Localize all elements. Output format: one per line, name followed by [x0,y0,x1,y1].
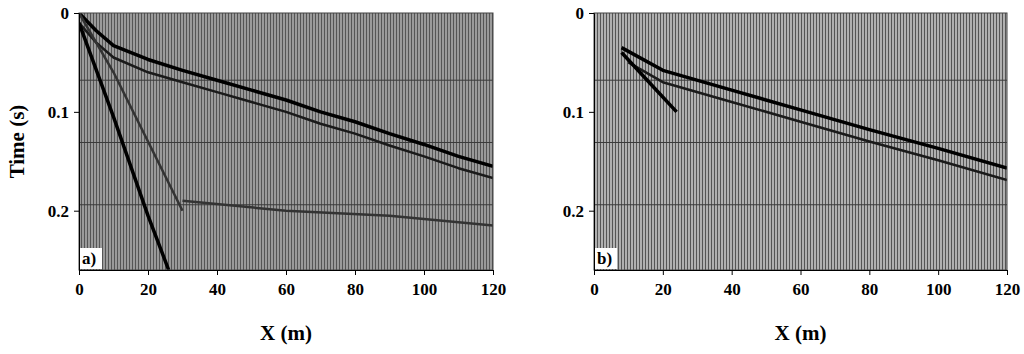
y-tick-mark [74,13,79,14]
x-axis: 0 20 40 60 80 100 120 [75,270,506,299]
y-tick-mark [589,13,594,14]
x-tick-label: 0 [590,280,599,299]
x-tick-mark [594,270,595,275]
x-tick: 120 [481,270,507,299]
x-tick-label: 80 [347,280,364,299]
plot-frame [594,13,1007,270]
x-tick-label: 40 [724,280,741,299]
x-tick: 80 [861,270,878,299]
x-tick-mark [732,270,733,275]
event-line [622,53,677,112]
panel-label-text: b) [597,249,612,268]
x-tick-mark [148,270,149,275]
event-line [79,23,169,270]
x-tick-label: 100 [926,280,952,299]
y-tick-mark [589,211,594,212]
x-tick: 80 [347,270,364,299]
plot-data [79,13,493,270]
x-tick-mark [869,270,870,275]
event-line [79,23,493,178]
figure: 0 20 40 60 80 100 120 0 0.1 0.2 X (m) Time (s) a) 0 20… [0,0,1024,354]
y-tick: 0.2 [563,202,594,221]
x-axis: 0 20 40 60 80 100 120 [590,270,1020,299]
plot-background [79,13,493,270]
x-tick-mark [938,270,939,275]
x-tick-label: 60 [793,280,810,299]
y-tick-label: 0.2 [563,202,584,221]
y-tick: 0 [61,4,80,23]
x-tick: 100 [412,270,438,299]
y-axis: 0 0.1 0.2 [48,4,80,271]
x-tick-label: 120 [995,280,1021,299]
plot-data [594,48,1007,205]
x-tick: 40 [724,270,741,299]
y-tick-mark [589,112,594,113]
x-axis-title: X (m) [260,321,312,345]
event-line [79,13,183,211]
x-tick-label: 0 [75,280,84,299]
panel: 0 20 40 60 80 100 120 0 0.1 0.2 X (m) Time (s) a) [5,4,506,345]
x-tick-mark [79,270,80,275]
event-line [79,13,493,166]
x-tick-mark [493,270,494,275]
x-tick-mark [663,270,664,275]
y-tick: 0.1 [563,103,594,122]
event-line [183,201,494,226]
x-tick-label: 20 [655,280,672,299]
x-tick-label: 20 [140,280,157,299]
y-axis: 0 0.1 0.2 [563,4,595,271]
y-axis-line [594,14,595,271]
y-tick: 0.2 [48,202,79,221]
event-line [628,62,1007,180]
event-line [622,48,1007,169]
x-tick-mark [286,270,287,275]
x-tick: 0 [590,270,599,299]
x-tick-label: 40 [209,280,226,299]
y-axis-title: Time (s) [5,105,29,179]
y-tick-mark [74,112,79,113]
y-tick-label: 0.1 [563,103,584,122]
panel-label-text: a) [82,249,96,268]
x-tick: 60 [793,270,810,299]
y-axis-line [79,14,80,271]
x-tick: 60 [278,270,295,299]
x-tick-mark [217,270,218,275]
y-tick-label: 0.1 [48,103,69,122]
plot-background [594,13,1007,270]
x-tick: 40 [209,270,226,299]
x-tick: 100 [926,270,952,299]
panel-label: a) [80,248,102,269]
panel-label: b) [595,248,617,269]
x-tick: 20 [140,270,157,299]
x-tick-mark [424,270,425,275]
x-tick-mark [1007,270,1008,275]
reference-line [594,80,1007,81]
x-tick: 120 [995,270,1021,299]
y-tick-label: 0 [576,4,585,23]
x-tick: 0 [75,270,84,299]
reference-line [79,142,493,143]
y-tick: 0.1 [48,103,79,122]
panel-label-box [80,248,102,269]
x-tick-label: 120 [481,280,507,299]
x-tick-mark [801,270,802,275]
x-tick-mark [355,270,356,275]
x-axis-title: X (m) [775,321,827,345]
plot-frame [79,13,493,270]
panel: 0 20 40 60 80 100 120 0 0.1 0.2 X (m) b) [563,4,1021,345]
x-tick-label: 100 [412,280,438,299]
y-tick: 0 [576,4,595,23]
panel-label-box [595,248,617,269]
x-tick: 20 [655,270,672,299]
x-tick-label: 80 [861,280,878,299]
y-tick-mark [74,211,79,212]
x-tick-label: 60 [278,280,295,299]
reference-line [594,204,1007,205]
y-tick-label: 0.2 [48,202,69,221]
reference-line [594,142,1007,143]
reference-line [79,204,493,205]
reference-line [79,80,493,81]
y-tick-label: 0 [61,4,70,23]
